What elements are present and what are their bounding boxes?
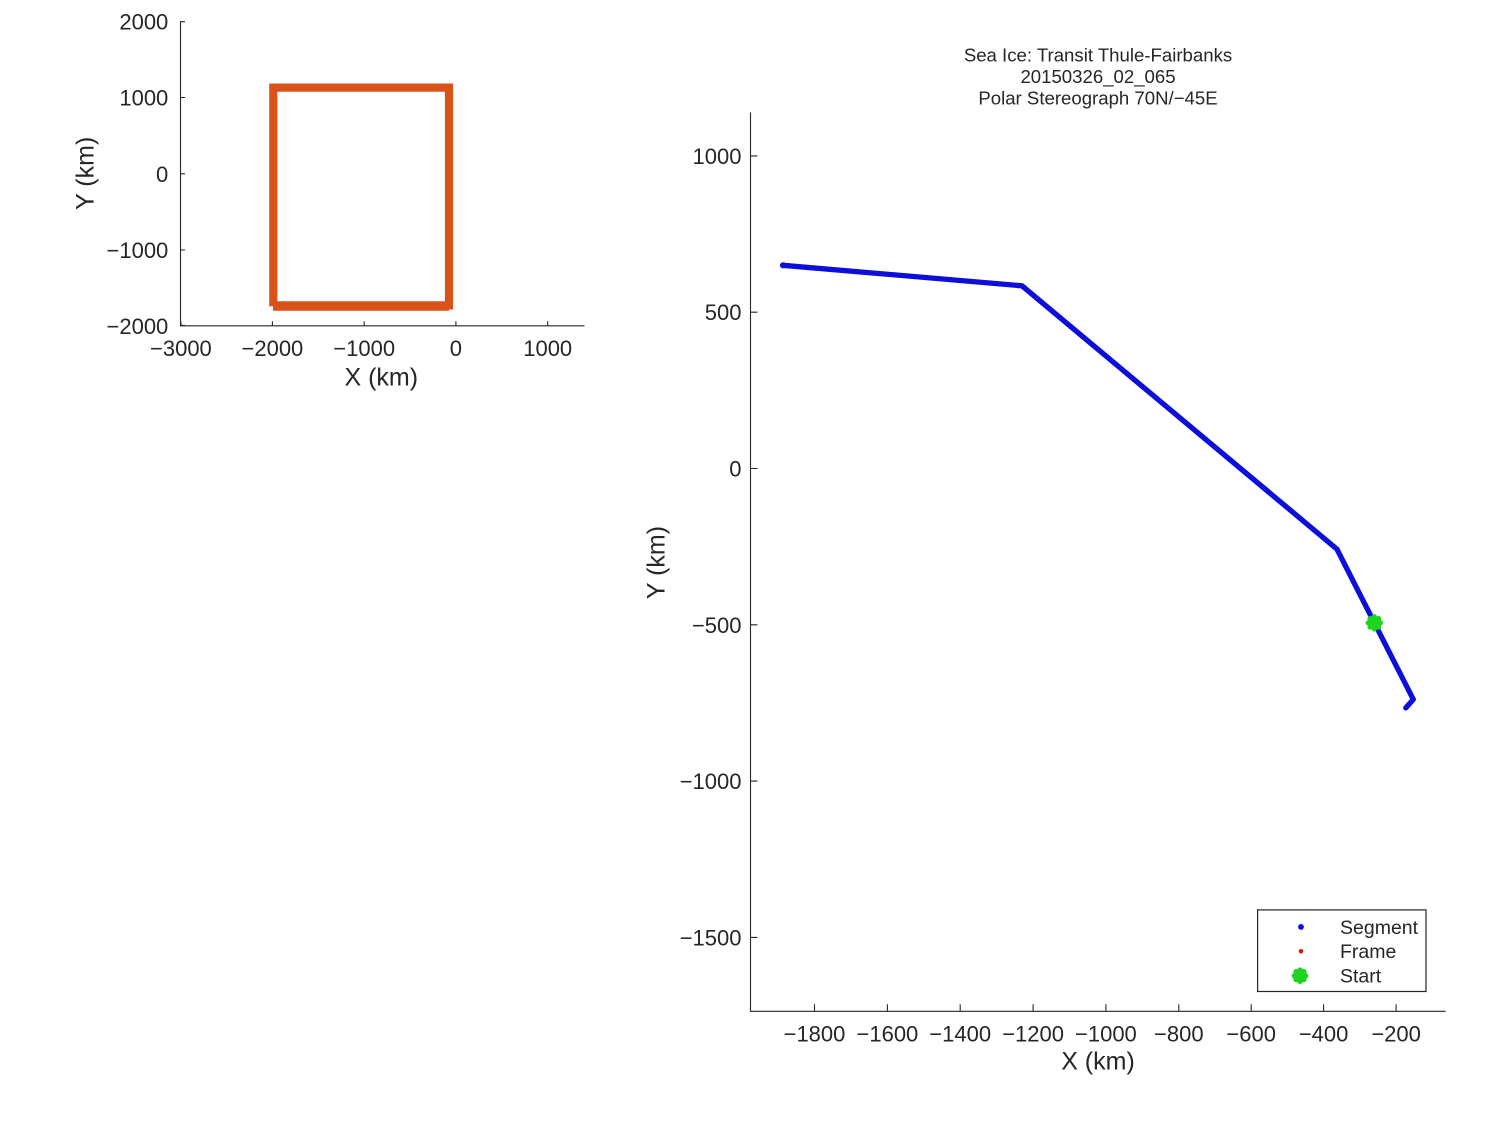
svg-text:−600: −600 bbox=[1226, 1021, 1276, 1046]
svg-text:−1000: −1000 bbox=[107, 238, 169, 263]
svg-text:Y (km): Y (km) bbox=[72, 137, 100, 210]
svg-text:−400: −400 bbox=[1299, 1021, 1349, 1046]
svg-text:−200: −200 bbox=[1371, 1021, 1421, 1046]
svg-text:1000: 1000 bbox=[119, 86, 168, 111]
svg-text:Sea Ice: Transit Thule-Fairban: Sea Ice: Transit Thule-Fairbanks bbox=[964, 45, 1232, 66]
svg-text:−1000: −1000 bbox=[1075, 1021, 1137, 1046]
svg-text:1000: 1000 bbox=[523, 336, 572, 361]
svg-text:−1600: −1600 bbox=[857, 1021, 919, 1046]
svg-text:−1400: −1400 bbox=[929, 1021, 991, 1046]
svg-text:0: 0 bbox=[156, 162, 168, 187]
svg-text:1000: 1000 bbox=[693, 144, 742, 169]
svg-text:−1500: −1500 bbox=[680, 925, 742, 950]
svg-text:500: 500 bbox=[705, 300, 742, 325]
svg-text:20150326_02_065: 20150326_02_065 bbox=[1020, 66, 1175, 88]
svg-text:−800: −800 bbox=[1154, 1021, 1204, 1046]
svg-text:−2000: −2000 bbox=[242, 336, 304, 361]
svg-text:Frame: Frame bbox=[1340, 941, 1396, 963]
svg-text:−500: −500 bbox=[692, 613, 742, 638]
svg-text:X (km): X (km) bbox=[1061, 1048, 1135, 1076]
svg-text:0: 0 bbox=[729, 457, 741, 482]
svg-text:−3000: −3000 bbox=[150, 336, 212, 361]
svg-text:0: 0 bbox=[450, 336, 462, 361]
svg-text:−1200: −1200 bbox=[1002, 1021, 1064, 1046]
svg-text:2000: 2000 bbox=[119, 9, 168, 34]
svg-text:Segment: Segment bbox=[1340, 917, 1419, 939]
svg-text:X (km): X (km) bbox=[344, 364, 418, 392]
svg-text:−1800: −1800 bbox=[784, 1021, 846, 1046]
svg-text:Polar Stereograph 70N/−45E: Polar Stereograph 70N/−45E bbox=[978, 88, 1217, 109]
svg-text:Start: Start bbox=[1340, 966, 1382, 988]
svg-text:−1000: −1000 bbox=[680, 769, 742, 794]
svg-text:Y (km): Y (km) bbox=[643, 526, 671, 599]
svg-text:−2000: −2000 bbox=[107, 314, 169, 339]
svg-text:−1000: −1000 bbox=[333, 336, 395, 361]
